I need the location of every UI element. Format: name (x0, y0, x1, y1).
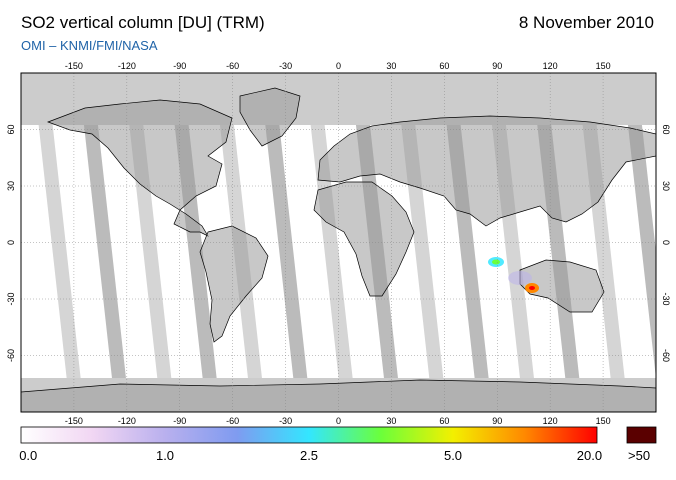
top-lon-tick-label: 90 (492, 61, 502, 71)
north-america (46, 99, 233, 237)
top-lon-tick-label: 30 (386, 61, 396, 71)
right-lat-tick-label: -60 (661, 349, 671, 362)
orbit-swath (310, 125, 353, 378)
colorbar-tick-label: 5.0 (443, 448, 463, 463)
top-lon-tick-label: 150 (596, 61, 611, 71)
bottom-lon-tick-label: 0 (336, 416, 341, 426)
top-lon-tick-label: 60 (439, 61, 449, 71)
top-lon-tick-label: 120 (543, 61, 558, 71)
lon-tick-labels-bottom: -150 -120 -90 -60 -30 0 30 60 90 120 150 (65, 416, 611, 426)
orbit-swath (627, 125, 656, 378)
left-lat-tick-label: 60 (6, 124, 16, 134)
colorbar-tick-label: 2.5 (299, 448, 319, 463)
bottom-lon-tick-label: 30 (386, 416, 396, 426)
bottom-lon-tick-label: 150 (596, 416, 611, 426)
orbit-swath (265, 125, 308, 378)
antarctica (21, 379, 656, 412)
top-lon-tick-label: -60 (226, 61, 239, 71)
top-lon-tick-label: -120 (118, 61, 136, 71)
colorbar-tick-label: 20.0 (576, 448, 603, 463)
left-lat-tick-label: 30 (6, 181, 16, 191)
top-lon-tick-label: -90 (173, 61, 186, 71)
orbit-swath (83, 125, 126, 378)
bottom-lon-tick-label: -120 (118, 416, 136, 426)
left-lat-tick-label: -60 (6, 349, 16, 362)
left-lat-tick-label: 0 (6, 240, 16, 245)
top-lon-tick-label: 0 (336, 61, 341, 71)
right-lat-tick-label: -30 (661, 292, 671, 305)
map-frame (20, 72, 657, 413)
map-date: 8 November 2010 (518, 13, 654, 32)
right-lat-tick-label: 60 (661, 124, 671, 134)
bottom-lon-tick-label: 120 (543, 416, 558, 426)
colorbar-tick-label: 0.0 (19, 448, 38, 463)
orbit-swath (129, 125, 172, 378)
so2-plume (488, 257, 539, 293)
lon-tick-labels-top: -150 -120 -90 -60 -30 0 30 60 90 120 150 (65, 61, 611, 71)
right-lat-tick-label: 30 (661, 181, 671, 191)
lat-tick-labels-left: 60 30 0 -30 -60 (6, 124, 16, 362)
bottom-lon-tick-label: 90 (492, 416, 502, 426)
bottom-lon-tick-label: -30 (279, 416, 292, 426)
left-lat-tick-label: -30 (6, 292, 16, 305)
europe-asia (317, 115, 656, 227)
orbit-swath (401, 125, 444, 378)
data-credit: OMI – KNMI/FMI/NASA (21, 38, 158, 53)
colorbar (20, 426, 598, 444)
right-lat-tick-label: 0 (661, 240, 671, 245)
greenland (239, 87, 301, 147)
colorbar-overflow-swatch (626, 426, 657, 444)
south-america (199, 225, 269, 343)
top-lon-tick-label: -30 (279, 61, 292, 71)
bottom-lon-tick-label: -90 (173, 416, 186, 426)
colorbar-overflow-label: >50 (628, 448, 651, 463)
top-lon-tick-label: -150 (65, 61, 83, 71)
africa (313, 181, 415, 297)
map-title: SO2 vertical column [DU] (TRM) (21, 13, 265, 32)
bottom-lon-tick-label: -60 (226, 416, 239, 426)
colorbar-tick-label: 1.0 (155, 448, 175, 463)
bottom-lon-tick-label: 60 (439, 416, 449, 426)
lat-tick-labels-right: 60 30 0 -30 -60 (661, 124, 671, 362)
bottom-lon-tick-label: -150 (65, 416, 83, 426)
graticule (21, 73, 656, 412)
orbit-swath (38, 125, 81, 378)
